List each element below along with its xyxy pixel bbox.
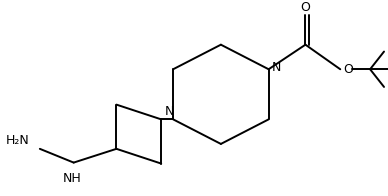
Text: N: N <box>272 61 281 74</box>
Text: NH: NH <box>62 172 81 185</box>
Text: O: O <box>300 1 310 14</box>
Text: N: N <box>165 105 174 118</box>
Text: O: O <box>343 63 353 76</box>
Text: H₂N: H₂N <box>6 134 30 147</box>
